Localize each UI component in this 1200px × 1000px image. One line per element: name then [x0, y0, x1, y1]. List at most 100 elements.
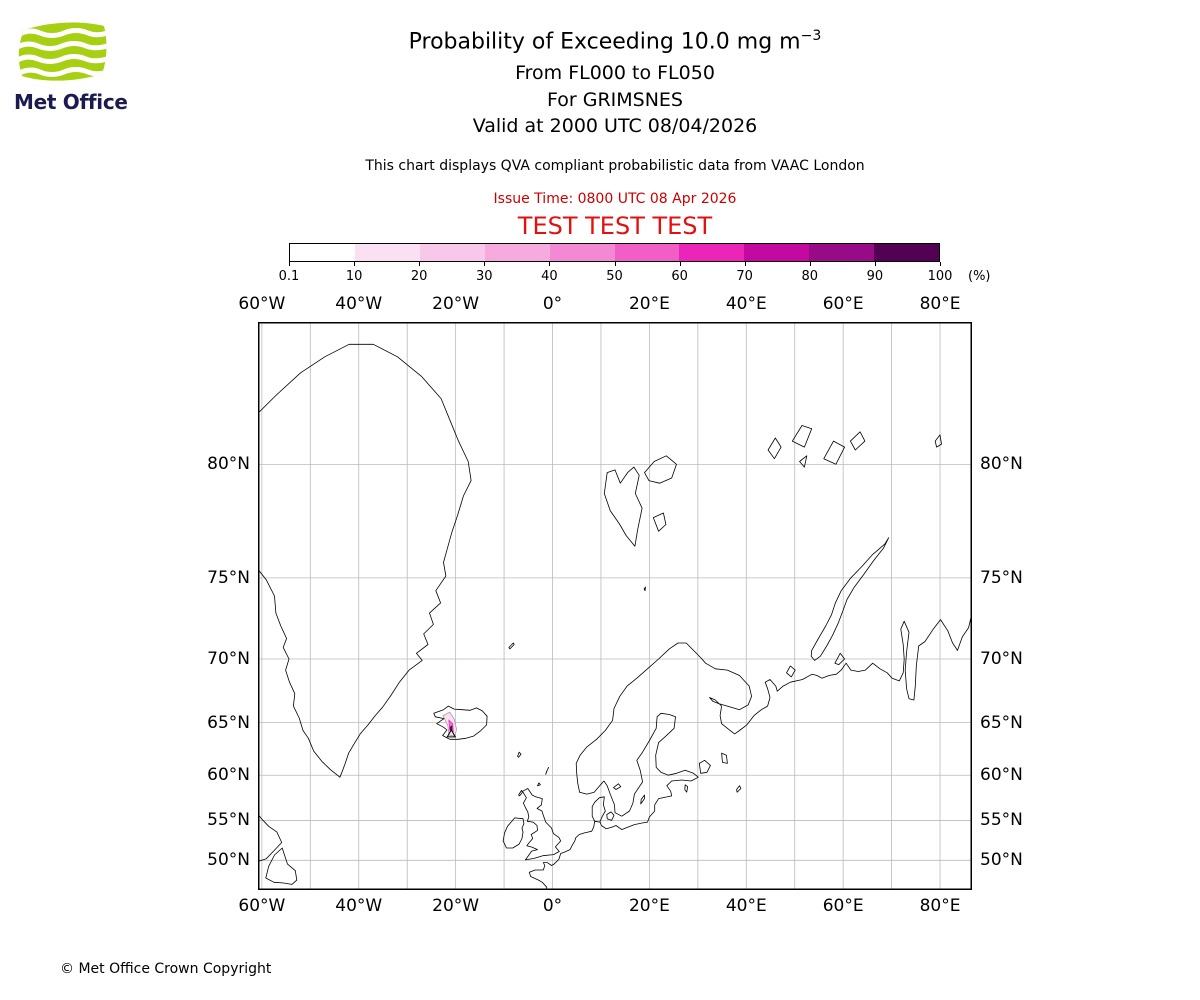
- colorbar-segment: [874, 244, 940, 261]
- coastline: [652, 512, 667, 532]
- y-axis-label-left: 50°N: [207, 850, 250, 871]
- logo-wordmark: Met Office: [14, 90, 128, 114]
- colorbar-tickmark: [809, 262, 811, 266]
- y-axis-label-left: 55°N: [207, 810, 250, 831]
- coastline: [579, 712, 699, 830]
- x-axis-label-bottom: 0°: [542, 896, 563, 916]
- y-axis-label-left: 60°N: [207, 765, 250, 786]
- met-office-logo: Met Office: [14, 20, 134, 114]
- test-banner: TEST TEST TEST: [517, 212, 713, 240]
- colorbar-segment: [549, 244, 615, 261]
- x-axis-label-top: 0°: [542, 294, 563, 314]
- coastline: [508, 642, 515, 650]
- colorbar-segment: [679, 244, 745, 261]
- coastline: [767, 437, 782, 460]
- y-axis-label-right: 60°N: [980, 765, 1023, 786]
- coastline: [640, 794, 645, 805]
- coastline: [591, 796, 606, 823]
- colorbar-unit: (%): [968, 269, 991, 284]
- colorbar-tick-label: 30: [476, 269, 493, 284]
- y-axis-label-left: 75°N: [207, 567, 250, 588]
- colorbar-tickmark: [289, 262, 290, 266]
- coastline: [643, 586, 646, 592]
- colorbar-tickmark: [679, 262, 681, 266]
- copyright: © Met Office Crown Copyright: [60, 961, 272, 977]
- colorbar-tick-label: 80: [801, 269, 819, 284]
- colorbar-tick-label: 0.1: [278, 269, 300, 284]
- colorbar-tickmark: [549, 262, 551, 266]
- colorbar-segment: [484, 244, 550, 261]
- colorbar-tick-label: 20: [410, 269, 428, 284]
- coastline: [810, 537, 890, 661]
- colorbar-tick-label: 10: [345, 269, 363, 284]
- coastline: [603, 466, 643, 547]
- coastline: [684, 784, 689, 793]
- coastline: [786, 665, 796, 678]
- coastline: [522, 788, 562, 861]
- y-axis-label-left: 70°N: [207, 649, 250, 669]
- y-axis-label-right: 65°N: [980, 712, 1023, 733]
- x-axis-label-top: 60°E: [822, 294, 864, 314]
- x-axis-label-top: 60°W: [238, 294, 286, 314]
- title-exponent: −3: [800, 28, 822, 44]
- map-plot: [258, 322, 972, 890]
- x-axis-label-top: 20°W: [432, 294, 480, 314]
- coastline: [265, 847, 298, 885]
- colorbar-tickmark: [744, 262, 746, 266]
- coastline: [517, 751, 522, 758]
- y-axis-label-right: 75°N: [980, 567, 1023, 588]
- x-axis-label-bottom: 20°E: [628, 896, 670, 916]
- coastline: [736, 785, 742, 793]
- colorbar-tickmark: [940, 262, 941, 266]
- x-axis-label-bottom: 60°W: [238, 896, 286, 916]
- colorbar-tick-label: 70: [736, 269, 753, 284]
- colorbar-segment: [614, 244, 680, 261]
- colorbar-tick-label: 40: [541, 269, 558, 284]
- coastline: [433, 705, 488, 740]
- y-axis-label-right: 80°N: [980, 454, 1023, 475]
- coastline: [698, 759, 711, 774]
- qva-note: This chart displays QVA compliant probab…: [365, 158, 865, 174]
- coastline: [537, 782, 541, 787]
- colorbar-segment: [290, 244, 355, 261]
- logo-wave-lines: [18, 28, 107, 78]
- coastline: [823, 440, 845, 465]
- coastline: [934, 434, 942, 448]
- x-axis-label-top: 40°W: [335, 294, 383, 314]
- x-axis-label-bottom: 20°W: [432, 896, 480, 916]
- colorbar-tick-labels: 0.1 10 20 30 40 50 60 70 80 90 100: [279, 269, 953, 285]
- y-axis-label-right: 55°N: [980, 810, 1023, 831]
- colorbar-segment: [354, 244, 420, 261]
- y-axis-label-right: 50°N: [980, 850, 1023, 871]
- colorbar-tick-label: 100: [927, 269, 953, 284]
- coastline: [502, 817, 525, 849]
- x-axis-label-bottom: 40°W: [335, 896, 383, 916]
- coastline: [613, 783, 622, 790]
- valid-time: Valid at 2000 UTC 08/04/2026: [472, 115, 758, 137]
- coastline: [258, 343, 472, 778]
- x-axis-label-bottom: 80°E: [919, 896, 961, 916]
- coastline: [575, 612, 972, 793]
- colorbar-tick-label: 50: [606, 269, 623, 284]
- colorbar-segment: [744, 244, 810, 261]
- coastline: [644, 455, 677, 484]
- x-axis-label-top: 20°E: [628, 294, 670, 314]
- colorbar-tick-label: 90: [866, 269, 884, 284]
- coastline: [528, 820, 596, 890]
- colorbar-segment: [809, 244, 875, 261]
- flight-level-range: From FL000 to FL050: [515, 62, 715, 84]
- coastline: [850, 431, 866, 451]
- x-axis-label-bottom: 40°E: [725, 896, 767, 916]
- colorbar-tick-label: 60: [671, 269, 688, 284]
- coastline: [606, 811, 615, 821]
- met-office-logo-graphic: [18, 22, 107, 81]
- colorbar-tickmark: [614, 262, 616, 266]
- map-border: [258, 322, 972, 890]
- colorbar: [289, 243, 940, 262]
- coastline: [791, 425, 813, 448]
- coastline: [545, 767, 549, 775]
- colorbar-tickmark: [874, 262, 876, 266]
- x-axis-label-bottom: 60°E: [822, 896, 864, 916]
- x-axis-label-top: 80°E: [919, 294, 961, 314]
- colorbar-tickmark: [419, 262, 421, 266]
